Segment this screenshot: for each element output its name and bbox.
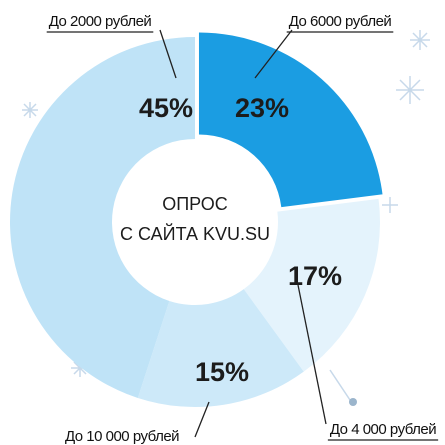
category-label: До 2000 рублей xyxy=(49,13,152,30)
category-label: До 6000 рублей xyxy=(289,13,392,30)
value-label: 15% xyxy=(195,357,249,387)
leader-line xyxy=(195,402,209,437)
chart: 23% До 6000 рублей 17% До 4 000 рублей 15% До… xyxy=(0,0,445,445)
value-label: 17% xyxy=(288,261,342,291)
value-label: 23% xyxy=(235,93,289,123)
center-label: ОПРОС xyxy=(162,194,228,214)
donut-segment xyxy=(199,32,383,207)
category-label: До 4 000 рублей xyxy=(330,421,436,438)
value-label: 45% xyxy=(139,93,193,123)
category-label: До 10 000 рублей xyxy=(65,428,179,445)
center-label: С САЙТА KVU.SU xyxy=(120,223,270,244)
